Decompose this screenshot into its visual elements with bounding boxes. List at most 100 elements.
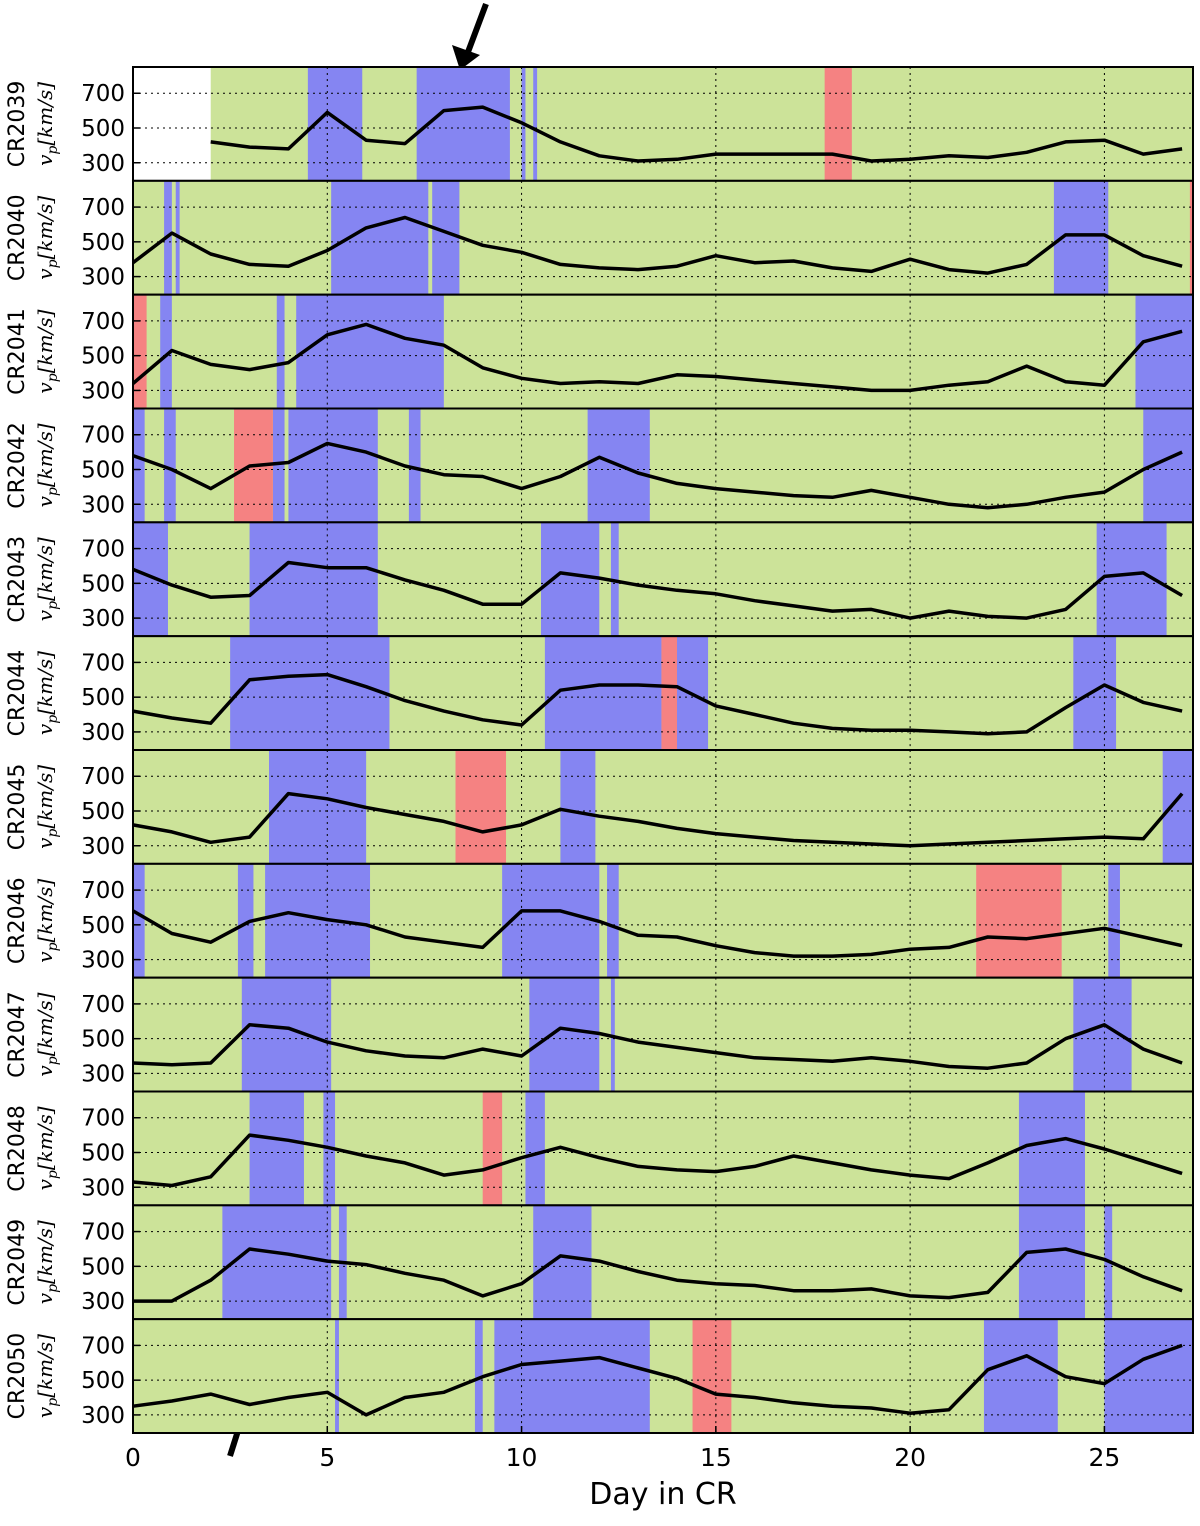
y-tick-label: 300 (81, 492, 125, 518)
blue-interval (610, 977, 615, 1092)
blue-interval (237, 863, 254, 978)
y-label-subscript: p (45, 942, 61, 951)
y-tick-label: 700 (81, 1333, 125, 1359)
y-axis-label: vp[km/s] (33, 1334, 61, 1418)
blue-interval (416, 67, 510, 181)
red-interval (976, 863, 1062, 978)
x-tick-label: 5 (319, 1443, 335, 1472)
speed-line (132, 672, 1183, 736)
speed-line (132, 441, 1183, 510)
panel: 300 500 700 CR2048 vp[km/s] (5, 1090, 1194, 1207)
y-label-symbol: v (33, 1178, 57, 1190)
y-label-unit: [km/s] (33, 196, 57, 260)
y-label-unit: [km/s] (33, 423, 57, 487)
arrow-shaft (465, 2, 489, 54)
blue-interval (288, 408, 378, 523)
y-tick-label: 500 (81, 571, 125, 597)
x-tick-label: 0 (125, 1443, 141, 1472)
panel-background (133, 180, 1193, 295)
blue-interval (983, 1319, 1058, 1433)
speed-line (131, 322, 1183, 393)
panel: 300 500 700 CR2044 vp[km/s] (5, 635, 1194, 752)
blue-interval (607, 863, 619, 978)
y-label-subscript: p (45, 715, 61, 724)
panel-name: CR2044 (5, 650, 30, 737)
blue-interval (133, 863, 145, 978)
no-data-region (133, 67, 211, 181)
y-label-unit: [km/s] (33, 879, 57, 943)
blue-interval (1108, 863, 1120, 978)
y-tick-label: 500 (81, 230, 125, 256)
x-tick-label: 15 (700, 1443, 732, 1472)
y-tick-label: 500 (81, 685, 125, 711)
blue-interval (241, 977, 332, 1092)
y-axis-label: vp[km/s] (33, 82, 61, 166)
speed-line (132, 1343, 1183, 1417)
y-tick-label: 300 (81, 265, 125, 291)
y-label-symbol: v (33, 1292, 57, 1304)
blue-interval (265, 863, 371, 978)
panel-frame (132, 1318, 1194, 1434)
y-tick-label: 700 (81, 423, 125, 449)
y-tick-label: 300 (81, 720, 125, 746)
y-tick-label: 700 (81, 992, 125, 1018)
y-tick-label: 500 (81, 344, 125, 370)
blue-interval (296, 294, 444, 409)
y-tick-label: 300 (81, 834, 125, 860)
y-label-unit: [km/s] (33, 537, 57, 601)
blue-interval (133, 522, 168, 637)
y-tick-label: 500 (81, 116, 125, 142)
y-label-unit: [km/s] (33, 992, 57, 1056)
panel-name: CR2040 (5, 194, 30, 281)
y-tick-label: 700 (81, 1220, 125, 1246)
blue-interval (1018, 1205, 1085, 1320)
blue-interval (1135, 294, 1193, 409)
panel-name: CR2039 (5, 81, 30, 168)
panel: 300 500 700 CR2040 vp[km/s] (5, 179, 1194, 296)
y-tick-label: 500 (81, 913, 125, 939)
y-tick-label: 700 (81, 309, 125, 335)
y-tick-label: 300 (81, 378, 125, 404)
arrow-head (452, 45, 480, 70)
y-label-symbol: v (33, 1406, 57, 1418)
panel: 300 500 700 CR2047 vp[km/s] (5, 976, 1194, 1093)
panel-name: CR2046 (5, 877, 30, 964)
panel-name: CR2045 (5, 764, 30, 851)
panel: 300 500 700 CR2039 vp[km/s] (5, 66, 1194, 182)
y-tick-label: 700 (81, 81, 125, 107)
y-axis-label: vp[km/s] (33, 309, 61, 393)
y-label-unit: [km/s] (33, 1106, 57, 1170)
y-label-unit: [km/s] (33, 1334, 57, 1398)
y-tick-label: 300 (81, 1175, 125, 1201)
blue-interval (560, 750, 596, 864)
y-label-subscript: p (45, 1056, 61, 1065)
panel-background (133, 67, 1193, 181)
blue-interval (160, 294, 172, 409)
blue-interval (222, 1205, 332, 1320)
y-label-subscript: p (45, 601, 61, 610)
y-tick-label: 300 (81, 1061, 125, 1087)
y-tick-label: 700 (81, 878, 125, 904)
y-label-subscript: p (45, 1284, 61, 1293)
y-tick-label: 500 (81, 799, 125, 825)
y-tick-label: 700 (81, 195, 125, 221)
y-label-unit: [km/s] (33, 309, 57, 373)
panel-name: CR2050 (5, 1333, 30, 1420)
y-label-symbol: v (33, 382, 57, 394)
y-label-subscript: p (45, 146, 61, 155)
y-axis-label: vp[km/s] (33, 765, 61, 849)
blue-interval (268, 750, 367, 864)
blue-interval (502, 863, 600, 978)
panel: 300 500 700 CR2050 vp[km/s] (5, 1318, 1194, 1434)
blue-interval (494, 1319, 650, 1433)
y-tick-label: 300 (81, 1403, 125, 1429)
y-tick-label: 500 (81, 1368, 125, 1394)
x-tick-label: 25 (1089, 1443, 1121, 1472)
y-axis-label: vp[km/s] (33, 651, 61, 735)
blue-interval (230, 636, 390, 750)
blue-interval (408, 408, 421, 523)
y-label-symbol: v (33, 268, 57, 280)
blue-interval (525, 1091, 545, 1206)
blue-interval (529, 977, 600, 1092)
y-tick-label: 300 (81, 606, 125, 632)
